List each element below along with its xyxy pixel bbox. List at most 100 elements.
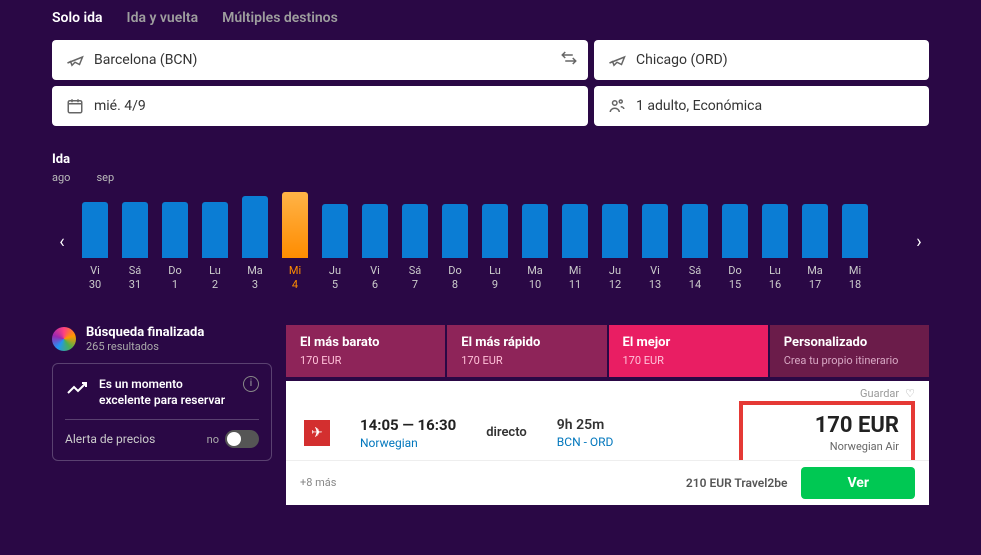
plane-arrive-icon bbox=[608, 51, 626, 69]
trip-type-tabs: Solo ida Ida y vuelta Múltiples destinos bbox=[52, 0, 929, 40]
alt-price[interactable]: 210 EUR Travel2be bbox=[686, 476, 788, 490]
calendar-day[interactable]: Sá14 bbox=[678, 204, 712, 293]
day-label: Ju5 bbox=[329, 264, 341, 293]
booking-insight: Es un momento excelente para reservar i … bbox=[52, 363, 272, 462]
calendar-day[interactable]: Lu16 bbox=[758, 204, 792, 293]
search-status: Búsqueda finalizada 265 resultados bbox=[52, 325, 272, 353]
price-bar bbox=[562, 204, 588, 258]
day-label: Vi30 bbox=[89, 264, 101, 293]
toggle-state: no bbox=[207, 433, 219, 446]
calendar-prev-button[interactable]: ‹ bbox=[52, 232, 72, 253]
tab-oneway[interactable]: Solo ida bbox=[52, 10, 103, 26]
month-2: sep bbox=[96, 171, 114, 184]
price-bar bbox=[402, 204, 428, 258]
info-icon[interactable]: i bbox=[243, 376, 259, 392]
calendar-day[interactable]: Mi11 bbox=[558, 204, 592, 293]
price-bar bbox=[322, 204, 348, 258]
price-bar bbox=[82, 202, 108, 258]
calendar-day[interactable]: Lu2 bbox=[198, 202, 232, 293]
calendar-day[interactable]: Ma10 bbox=[518, 204, 552, 293]
more-deals[interactable]: +8 más bbox=[300, 476, 336, 489]
save-label[interactable]: Guardar bbox=[860, 387, 899, 400]
flight-times: 14:05 — 16:30 bbox=[360, 416, 456, 434]
sort-best[interactable]: El mejor 170 EUR bbox=[609, 325, 768, 377]
calendar-day[interactable]: Vi13 bbox=[638, 204, 672, 293]
calendar-title: Ida bbox=[52, 152, 929, 167]
day-label: Lu9 bbox=[489, 264, 501, 293]
calendar-day[interactable]: Do8 bbox=[438, 204, 472, 293]
airline-name[interactable]: Norwegian bbox=[360, 436, 456, 450]
sort-custom-title: Personalizado bbox=[784, 335, 915, 350]
price-bar bbox=[522, 204, 548, 258]
sort-cheapest[interactable]: El más barato 170 EUR bbox=[286, 325, 445, 377]
day-label: Ma17 bbox=[807, 264, 823, 293]
price-provider: Norwegian Air bbox=[755, 440, 899, 453]
day-label: Do15 bbox=[728, 264, 742, 293]
status-title: Búsqueda finalizada bbox=[86, 325, 204, 340]
price-bar bbox=[282, 192, 308, 258]
sort-fastest-price: 170 EUR bbox=[461, 354, 592, 367]
calendar-day[interactable]: Ma3 bbox=[238, 196, 272, 293]
calendar-day[interactable]: Ma17 bbox=[798, 204, 832, 293]
passengers-field[interactable]: 1 adulto, Económica bbox=[594, 86, 929, 126]
day-label: Ma3 bbox=[247, 264, 263, 293]
sort-fastest[interactable]: El más rápido 170 EUR bbox=[447, 325, 606, 377]
day-label: Ju12 bbox=[609, 264, 621, 293]
sort-cheapest-title: El más barato bbox=[300, 335, 431, 350]
destination-value: Chicago (ORD) bbox=[636, 52, 728, 68]
calendar-day[interactable]: Sá7 bbox=[398, 204, 432, 293]
price-calendar: Ida ago sep ‹ Vi30 Sá31Do1 Lu2 Ma3 Mi4 Ju5 Vi6… bbox=[52, 132, 929, 303]
insight-text: Es un momento excelente para reservar bbox=[99, 376, 233, 410]
month-1: ago bbox=[52, 171, 70, 184]
flight-price: 170 EUR bbox=[755, 413, 899, 438]
calendar-day[interactable]: Vi6 bbox=[358, 204, 392, 293]
origin-value: Barcelona (BCN) bbox=[94, 52, 197, 68]
flight-route[interactable]: BCN - ORD bbox=[557, 435, 614, 449]
price-alert-label: Alerta de precios bbox=[65, 432, 155, 446]
price-bar bbox=[802, 204, 828, 258]
calendar-day[interactable]: Ju12 bbox=[598, 204, 632, 293]
price-bar bbox=[122, 202, 148, 258]
view-deal-button[interactable]: Ver bbox=[801, 467, 915, 499]
day-label: Lu2 bbox=[209, 264, 221, 293]
calendar-day[interactable]: Mi18 bbox=[838, 204, 872, 293]
sort-custom-sub: Crea tu propio itinerario bbox=[784, 354, 915, 367]
day-label: Sá7 bbox=[409, 264, 422, 293]
sort-cheapest-price: 170 EUR bbox=[300, 354, 431, 367]
price-bar bbox=[442, 204, 468, 258]
calendar-day[interactable]: Mi4 bbox=[278, 192, 312, 293]
sort-custom[interactable]: Personalizado Crea tu propio itinerario bbox=[770, 325, 929, 377]
price-bar bbox=[162, 202, 188, 258]
calendar-day[interactable]: Ju5 bbox=[318, 204, 352, 293]
price-bar bbox=[722, 204, 748, 258]
day-label: Vi13 bbox=[649, 264, 661, 293]
sort-best-title: El mejor bbox=[623, 335, 754, 350]
day-label: Sá14 bbox=[689, 264, 702, 293]
origin-field[interactable]: Barcelona (BCN) bbox=[52, 40, 588, 80]
calendar-icon bbox=[66, 97, 84, 115]
calendar-day[interactable]: Do15 bbox=[718, 204, 752, 293]
price-alert-toggle[interactable]: no bbox=[207, 430, 259, 448]
tab-roundtrip[interactable]: Ida y vuelta bbox=[127, 10, 199, 26]
flight-result: Guardar ♡ ✈ 14:05 — 16:30 Norwegian dire… bbox=[286, 381, 929, 475]
plane-depart-icon bbox=[66, 51, 84, 69]
price-bar bbox=[682, 204, 708, 258]
swap-button[interactable] bbox=[560, 49, 578, 71]
date-value: mié. 4/9 bbox=[94, 98, 146, 114]
day-label: Vi6 bbox=[370, 264, 380, 293]
tab-multi[interactable]: Múltiples destinos bbox=[222, 10, 338, 26]
day-label: Do8 bbox=[448, 264, 462, 293]
day-label: Ma10 bbox=[527, 264, 543, 293]
sort-tabs: El más barato 170 EUR El más rápido 170 … bbox=[286, 325, 929, 377]
flight-duration: 9h 25m bbox=[557, 417, 614, 433]
calendar-next-button[interactable]: › bbox=[909, 232, 929, 253]
price-bar bbox=[602, 204, 628, 258]
heart-icon[interactable]: ♡ bbox=[905, 387, 915, 400]
date-field[interactable]: mié. 4/9 bbox=[52, 86, 588, 126]
sort-fastest-title: El más rápido bbox=[461, 335, 592, 350]
calendar-day[interactable]: Lu9 bbox=[478, 204, 512, 293]
calendar-day[interactable]: Vi30 bbox=[78, 202, 112, 293]
destination-field[interactable]: Chicago (ORD) bbox=[594, 40, 929, 80]
calendar-day[interactable]: Do1 bbox=[158, 202, 192, 293]
calendar-day[interactable]: Sá31 bbox=[118, 202, 152, 293]
